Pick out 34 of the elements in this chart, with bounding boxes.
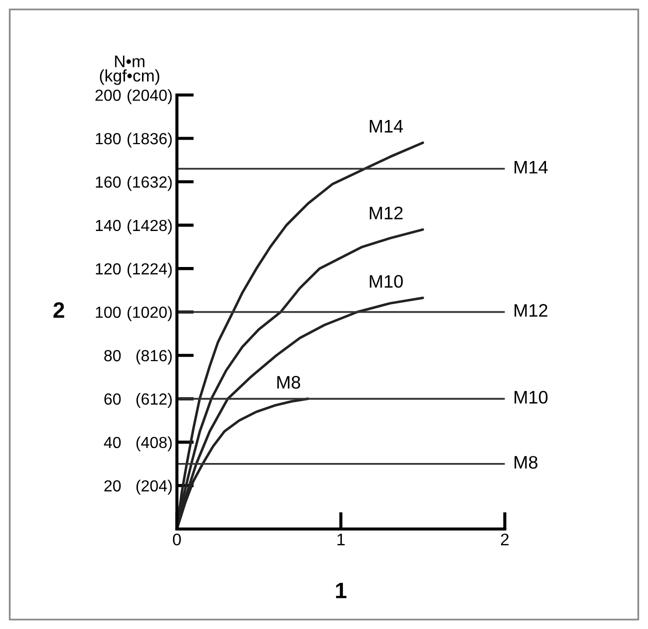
y-tick-label: 20 [104,480,121,492]
ref-line-label: M10 [514,390,548,404]
y-tick-label: 40 [104,436,121,448]
x-tick-label: 1 [337,534,345,546]
y2-tick-label: (204) [136,480,172,495]
y2-tick-label: (2040) [128,89,172,104]
y2-tick-label: (1632) [128,176,172,191]
y-tick-label: 200 [96,90,121,101]
y-tick-label: 60 [104,393,121,405]
ref-line-label: M8 [514,456,538,469]
y2-tick-label: (408) [136,436,172,452]
x-tick-label: 0 [172,534,181,546]
x-axis-title: 1 [336,582,346,598]
y-tick-label: 80 [104,350,121,362]
y2-tick-label: (1020) [128,306,172,322]
series-label: M10 [370,275,403,288]
y2-tick-label: (1428) [128,219,172,234]
series-label: M8 [277,376,300,389]
y-tick-label: 160 [96,176,121,188]
ref-line-label: M14 [514,161,548,174]
series-label: M12 [370,206,403,220]
y2-tick-label: (612) [136,393,172,408]
x-tick-label: 2 [500,534,509,546]
y-tick-label: 120 [96,263,121,275]
y2-tick-label: (816) [136,350,172,364]
y2-tick-label: (1224) [128,262,172,278]
y2-tick-label: (1836) [128,132,172,148]
ref-line-label: M12 [514,304,548,317]
y-tick-label: 180 [96,133,121,144]
y-axis-title: 2 [53,302,64,318]
y-tick-label: 140 [96,220,121,232]
text: N•m (kgf•cm) [100,56,160,85]
series-label: M14 [370,120,403,132]
y-tick-label: 100 [96,306,121,318]
